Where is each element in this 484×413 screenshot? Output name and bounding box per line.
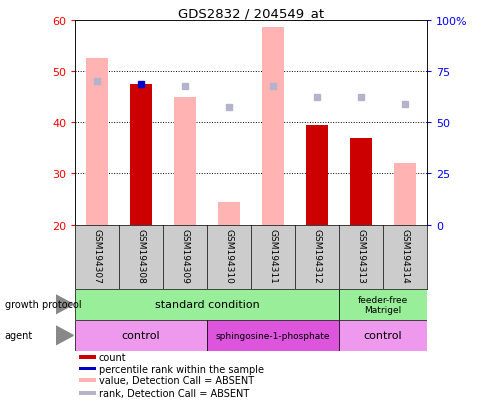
Text: agent: agent bbox=[5, 330, 33, 341]
Text: feeder-free
Matrigel: feeder-free Matrigel bbox=[357, 295, 407, 314]
Bar bbox=[75, 289, 338, 320]
Bar bbox=[393, 164, 415, 225]
Text: count: count bbox=[99, 352, 126, 362]
Text: GSM194312: GSM194312 bbox=[312, 228, 321, 283]
Text: sphingosine-1-phosphate: sphingosine-1-phosphate bbox=[215, 331, 330, 340]
Text: GSM194307: GSM194307 bbox=[92, 228, 102, 283]
Bar bbox=[305, 126, 327, 225]
Text: rank, Detection Call = ABSENT: rank, Detection Call = ABSENT bbox=[99, 388, 249, 398]
Text: standard condition: standard condition bbox=[154, 299, 259, 310]
Text: GSM194308: GSM194308 bbox=[136, 228, 145, 283]
Bar bbox=[75, 320, 207, 351]
Text: GSM194310: GSM194310 bbox=[224, 228, 233, 283]
Text: GSM194313: GSM194313 bbox=[356, 228, 364, 283]
Text: control: control bbox=[363, 330, 401, 341]
Polygon shape bbox=[56, 326, 73, 345]
Text: control: control bbox=[121, 330, 160, 341]
Bar bbox=[79, 355, 95, 359]
Text: percentile rank within the sample: percentile rank within the sample bbox=[99, 363, 263, 374]
Text: growth protocol: growth protocol bbox=[5, 299, 81, 310]
Title: GDS2832 / 204549_at: GDS2832 / 204549_at bbox=[178, 7, 323, 19]
Bar bbox=[338, 289, 426, 320]
Bar bbox=[86, 59, 108, 225]
Bar bbox=[207, 320, 338, 351]
Text: GSM194309: GSM194309 bbox=[180, 228, 189, 283]
Text: GSM194311: GSM194311 bbox=[268, 228, 277, 283]
Polygon shape bbox=[56, 295, 73, 314]
Text: GSM194314: GSM194314 bbox=[399, 228, 408, 283]
Bar bbox=[349, 138, 371, 225]
Bar bbox=[338, 320, 426, 351]
Text: value, Detection Call = ABSENT: value, Detection Call = ABSENT bbox=[99, 375, 254, 385]
Bar bbox=[79, 378, 95, 382]
Bar bbox=[79, 367, 95, 370]
Bar bbox=[130, 85, 152, 225]
Bar bbox=[218, 202, 240, 225]
Bar bbox=[174, 97, 196, 225]
Bar bbox=[79, 391, 95, 395]
Bar bbox=[261, 28, 283, 225]
